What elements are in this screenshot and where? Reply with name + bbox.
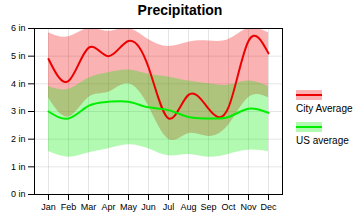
svg-text:Dec: Dec: [260, 202, 277, 212]
svg-text:Jul: Jul: [163, 202, 175, 212]
svg-text:4 in: 4 in: [11, 79, 26, 89]
svg-text:Apr: Apr: [101, 202, 115, 212]
svg-text:Feb: Feb: [61, 202, 77, 212]
html-text:Precipitation: Precipitation: [137, 2, 223, 18]
svg-text:Aug: Aug: [180, 202, 196, 212]
svg-text:Nov: Nov: [240, 202, 257, 212]
svg-text:Mar: Mar: [81, 202, 97, 212]
svg-text:5 in: 5 in: [11, 51, 26, 61]
svg-text:Jun: Jun: [141, 202, 156, 212]
svg-text:0 in: 0 in: [11, 189, 26, 199]
svg-text:Oct: Oct: [221, 202, 236, 212]
svg-text:2 in: 2 in: [11, 134, 26, 144]
html-text:City Average: City Average: [296, 103, 353, 114]
html-text:US average: US average: [296, 135, 349, 146]
svg-text:Jan: Jan: [41, 202, 56, 212]
svg-text:6 in: 6 in: [11, 23, 26, 33]
svg-text:Sep: Sep: [200, 202, 216, 212]
svg-text:May: May: [120, 202, 138, 212]
svg-text:3 in: 3 in: [11, 106, 26, 116]
svg-text:1 in: 1 in: [11, 162, 26, 172]
